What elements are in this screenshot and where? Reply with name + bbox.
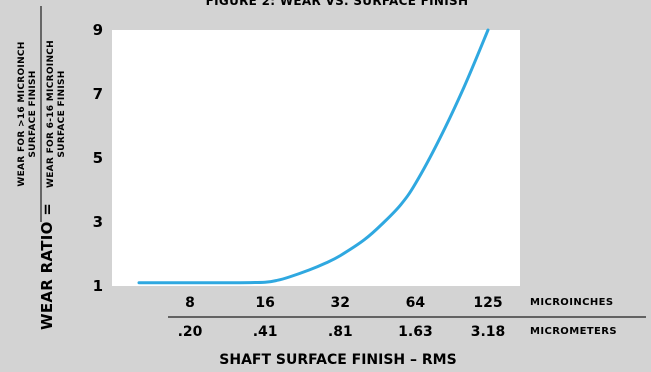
x-tick-labels-micrometers: .20 .41 .81 1.63 3.18 — [178, 324, 506, 340]
x-tick-label-microinches: 8 — [185, 295, 195, 311]
x-tick-label-micrometers: .41 — [253, 324, 278, 340]
y-tick-label: 5 — [93, 149, 103, 167]
chart-title: FIGURE 2: WEAR VS. SURFACE FINISH — [206, 0, 469, 8]
y-tick-label: 1 — [93, 277, 103, 295]
y-tick-labels: 1 3 5 7 9 — [93, 21, 103, 295]
x-tick-label-microinches: 64 — [406, 295, 426, 311]
x-tick-labels-microinches: 8 16 32 64 125 — [185, 295, 502, 311]
y-denominator-line-2: SURFACE FINISH — [57, 70, 67, 157]
y-axis-label-group: WEAR RATIO = — [38, 203, 56, 330]
x-tick-label-microinches: 16 — [255, 295, 274, 311]
y-numerator-line-1: WEAR FOR >16 MICROINCH — [17, 41, 27, 186]
x-tick-label-microinches: 32 — [331, 295, 350, 311]
x-tick-label-micrometers: 3.18 — [471, 324, 506, 340]
series-group — [137, 28, 490, 285]
wear-ratio-series-line — [137, 28, 490, 285]
x-units-primary: MICROINCHES — [530, 297, 613, 308]
x-axis-label: SHAFT SURFACE FINISH – RMS — [219, 352, 456, 368]
y-numerator-line-2: SURFACE FINISH — [28, 70, 38, 157]
y-axis-fraction: WEAR FOR >16 MICROINCH SURFACE FINISH WE… — [17, 6, 67, 222]
x-tick-label-micrometers: .20 — [178, 324, 203, 340]
x-units-secondary: MICROMETERS — [530, 326, 617, 337]
y-tick-label: 3 — [93, 213, 103, 231]
y-tick-label: 9 — [93, 21, 103, 39]
x-tick-label-micrometers: .81 — [328, 324, 353, 340]
x-tick-label-micrometers: 1.63 — [398, 324, 433, 340]
y-denominator-line-1: WEAR FOR 6-16 MICROINCH — [46, 40, 56, 188]
x-tick-label-microinches: 125 — [473, 295, 502, 311]
y-tick-label: 7 — [93, 85, 103, 103]
y-axis-label: WEAR RATIO = — [38, 203, 56, 330]
plot-area — [112, 30, 520, 286]
